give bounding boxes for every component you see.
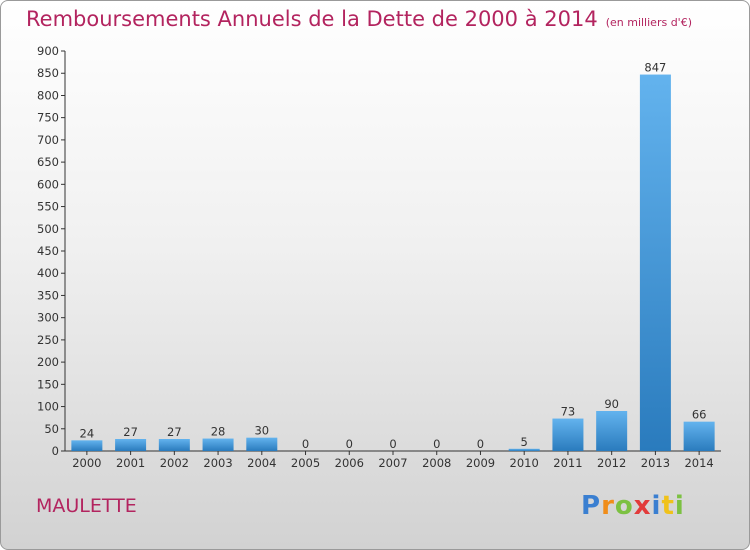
x-tick-label: 2011 xyxy=(553,456,582,470)
bar-value-label: 27 xyxy=(123,425,138,439)
y-tick-label: 100 xyxy=(37,400,59,414)
bar-value-label: 90 xyxy=(604,397,619,411)
bar-value-label: 73 xyxy=(561,405,576,419)
title-text: Remboursements Annuels de la Dette de 20… xyxy=(26,7,598,31)
y-tick-label: 700 xyxy=(37,133,59,147)
bar xyxy=(158,439,190,451)
x-tick-label: 2007 xyxy=(378,456,407,470)
bar-value-label: 5 xyxy=(521,435,528,449)
y-tick-label: 150 xyxy=(37,377,59,391)
y-tick-label: 600 xyxy=(37,177,59,191)
bar xyxy=(71,440,103,451)
unit-label: (en milliers d'€) xyxy=(605,16,692,29)
bar-value-label: 24 xyxy=(80,426,95,440)
x-tick-label: 2004 xyxy=(247,456,276,470)
y-tick-label: 250 xyxy=(37,333,59,347)
y-tick-label: 350 xyxy=(37,288,59,302)
y-tick-label: 650 xyxy=(37,155,59,169)
x-tick-label: 2003 xyxy=(203,456,232,470)
bar-value-label: 0 xyxy=(477,437,484,451)
x-tick-label: 2010 xyxy=(510,456,539,470)
bar xyxy=(115,439,147,451)
bar xyxy=(552,418,584,451)
bar-value-label: 0 xyxy=(389,437,396,451)
commune-name: MAULETTE xyxy=(36,495,137,517)
y-tick-label: 750 xyxy=(37,111,59,125)
bar xyxy=(683,421,715,451)
proxiti-logo: Proxiti xyxy=(581,491,685,521)
x-tick-label: 2001 xyxy=(116,456,145,470)
y-tick-label: 0 xyxy=(52,444,59,458)
y-tick-label: 200 xyxy=(37,355,59,369)
y-tick-label: 450 xyxy=(37,244,59,258)
x-tick-label: 2000 xyxy=(72,456,101,470)
bar xyxy=(639,74,671,452)
bar xyxy=(508,448,540,451)
bar-value-label: 66 xyxy=(692,408,707,422)
x-tick-label: 2006 xyxy=(335,456,364,470)
y-tick-label: 300 xyxy=(37,311,59,325)
bar-value-label: 30 xyxy=(254,424,269,438)
x-tick-label: 2008 xyxy=(422,456,451,470)
y-tick-label: 500 xyxy=(37,222,59,236)
bar-value-label: 0 xyxy=(302,437,309,451)
bar-value-label: 0 xyxy=(346,437,353,451)
bar xyxy=(202,438,234,451)
bar-value-label: 0 xyxy=(433,437,440,451)
bar-value-label: 27 xyxy=(167,425,182,439)
y-tick-label: 850 xyxy=(37,66,59,80)
x-tick-label: 2002 xyxy=(160,456,189,470)
x-tick-label: 2013 xyxy=(641,456,670,470)
x-tick-label: 2005 xyxy=(291,456,320,470)
bar-value-label: 28 xyxy=(211,425,226,439)
x-tick-label: 2012 xyxy=(597,456,626,470)
y-tick-label: 400 xyxy=(37,266,59,280)
y-tick-label: 800 xyxy=(37,88,59,102)
bar xyxy=(246,437,278,451)
y-tick-label: 900 xyxy=(37,44,59,58)
y-tick-label: 550 xyxy=(37,200,59,214)
bar xyxy=(596,411,628,451)
x-tick-label: 2014 xyxy=(684,456,713,470)
bar-value-label: 847 xyxy=(644,61,666,75)
chart-title: Remboursements Annuels de la Dette de 20… xyxy=(26,7,692,31)
y-tick-label: 50 xyxy=(44,422,59,436)
x-tick-label: 2009 xyxy=(466,456,495,470)
